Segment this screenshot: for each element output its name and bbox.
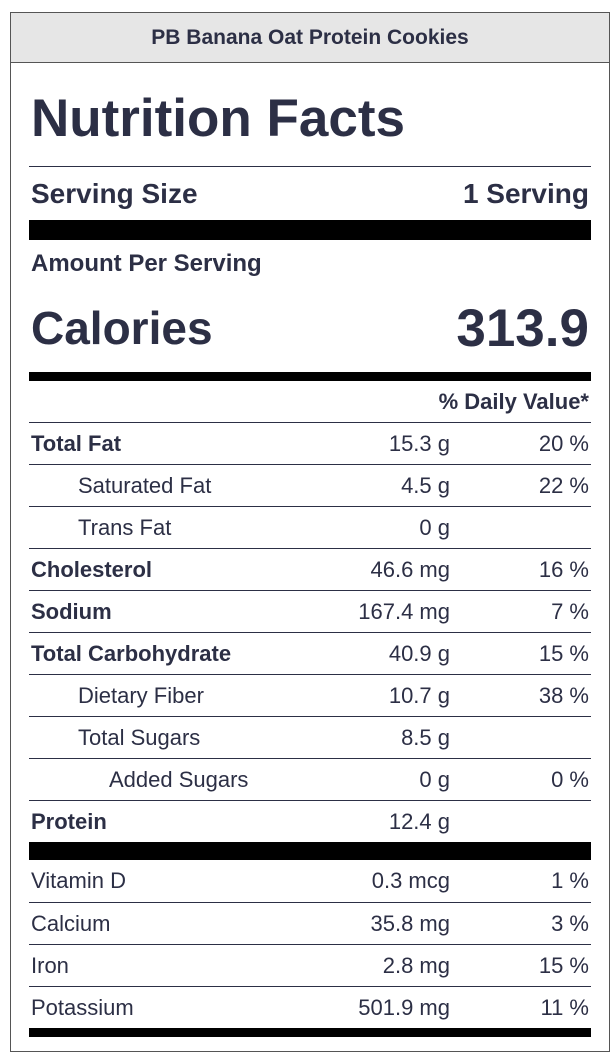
medium-divider: [29, 372, 591, 381]
vitamin-row-calcium: Calcium 35.8 mg 3 %: [29, 902, 591, 944]
recipe-name: PB Banana Oat Protein Cookies: [151, 25, 469, 49]
vitamin-amount: 501.9 mg: [358, 994, 450, 1020]
nutrient-row-total-carbohydrate: Total Carbohydrate 40.9 g 15 %: [29, 632, 591, 674]
vitamin-row-vitamin-d: Vitamin D 0.3 mcg 1 %: [29, 860, 591, 902]
nutrient-row-trans-fat: Trans Fat 0 g: [29, 506, 591, 548]
serving-size-row: Serving Size 1 Serving: [29, 167, 591, 220]
vitamin-amount: 0.3 mcg: [371, 868, 450, 893]
vitamin-name: Iron: [31, 952, 69, 978]
nutrition-facts-panel: Nutrition Facts Serving Size 1 Serving A…: [29, 63, 591, 1037]
calories-row: Calories 313.9: [29, 284, 591, 372]
thick-divider: [29, 220, 591, 240]
nutrient-row-total-fat: Total Fat 15.3 g 20 %: [29, 422, 591, 464]
nutrient-daily-value: 15 %: [538, 640, 589, 666]
nutrition-label-frame: PB Banana Oat Protein Cookies Nutrition …: [10, 12, 610, 1052]
nutrient-daily-value: 0 %: [551, 766, 589, 792]
vitamin-row-potassium: Potassium 501.9 mg 11 %: [29, 986, 591, 1028]
vitamin-daily-value: 1 %: [551, 868, 589, 893]
nutrition-facts-heading: Nutrition Facts: [31, 89, 405, 148]
nutrient-amount: 0 g: [419, 514, 450, 540]
nutrient-daily-value: 16 %: [538, 556, 589, 582]
nutrient-name: Added Sugars: [109, 766, 249, 792]
bottom-divider: [29, 1028, 591, 1037]
nutrient-amount: 10.7 g: [388, 682, 450, 708]
nutrient-row-protein: Protein 12.4 g: [29, 800, 591, 842]
daily-value-header: % Daily Value*: [29, 381, 591, 422]
nutrient-row-added-sugars: Added Sugars 0 g 0 %: [29, 758, 591, 800]
nutrient-daily-value: 22 %: [538, 472, 589, 498]
nutrient-amount: 46.6 mg: [370, 556, 451, 582]
nutrient-row-sodium: Sodium 167.4 mg 7 %: [29, 590, 591, 632]
divider: [29, 166, 591, 167]
calories-value: 313.9: [456, 298, 589, 358]
nutrient-name: Sodium: [31, 598, 112, 624]
nutrient-name: Protein: [31, 808, 107, 834]
nutrient-row-saturated-fat: Saturated Fat 4.5 g 22 %: [29, 464, 591, 506]
nutrient-row-dietary-fiber: Dietary Fiber 10.7 g 38 %: [29, 674, 591, 716]
vitamin-amount: 35.8 mg: [370, 910, 451, 936]
nutrient-amount: 15.3 g: [388, 430, 450, 456]
vitamin-daily-value: 15 %: [538, 952, 589, 978]
nutrient-amount: 167.4 mg: [358, 598, 450, 624]
amount-per-serving: Amount Per Serving: [31, 250, 262, 277]
nutrient-daily-value: 20 %: [538, 430, 589, 456]
nutrient-name: Total Sugars: [78, 724, 201, 750]
daily-value-header-label: % Daily Value*: [438, 388, 589, 414]
vitamin-list: Vitamin D 0.3 mcg 1 % Calcium 35.8 mg 3 …: [29, 860, 591, 1028]
nutrient-row-cholesterol: Cholesterol 46.6 mg 16 %: [29, 548, 591, 590]
serving-size-label: Serving Size: [31, 177, 198, 209]
nutrient-amount: 0 g: [419, 766, 450, 792]
nutrient-name: Total Fat: [31, 430, 122, 456]
nutrient-amount: 12.4 g: [388, 808, 450, 834]
nutrient-row-total-sugars: Total Sugars 8.5 g: [29, 716, 591, 758]
vitamin-name: Potassium: [31, 994, 134, 1020]
vitamin-daily-value: 11 %: [540, 994, 589, 1020]
nutrient-daily-value: 38 %: [538, 682, 589, 708]
nutrient-amount: 8.5 g: [401, 724, 450, 750]
calories-label: Calories: [31, 302, 213, 354]
serving-size-value: 1 Serving: [462, 177, 589, 209]
nutrient-list: Total Fat 15.3 g 20 % Saturated Fat 4.5 …: [29, 422, 591, 842]
vitamin-name: Vitamin D: [31, 868, 126, 893]
vitamin-row-iron: Iron 2.8 mg 15 %: [29, 944, 591, 986]
nutrient-name: Cholesterol: [31, 556, 153, 582]
nutrient-name: Saturated Fat: [78, 472, 212, 498]
thick-divider: [29, 842, 591, 860]
nutrient-daily-value: 7 %: [551, 598, 589, 624]
vitamin-daily-value: 3 %: [551, 910, 589, 936]
vitamin-name: Calcium: [31, 910, 111, 936]
recipe-title-bar: PB Banana Oat Protein Cookies: [11, 13, 609, 63]
nutrient-amount: 4.5 g: [401, 472, 450, 498]
nutrient-name: Dietary Fiber: [78, 682, 204, 708]
nutrient-name: Total Carbohydrate: [31, 640, 232, 666]
vitamin-amount: 2.8 mg: [382, 952, 450, 978]
nutrient-name: Trans Fat: [78, 514, 172, 540]
nutrient-amount: 40.9 g: [388, 640, 450, 666]
